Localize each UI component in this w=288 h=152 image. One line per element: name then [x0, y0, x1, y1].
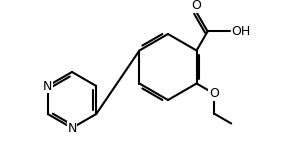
Text: N: N — [43, 79, 52, 93]
Text: N: N — [67, 121, 77, 135]
Text: O: O — [209, 87, 219, 100]
Text: OH: OH — [232, 25, 251, 38]
Text: O: O — [192, 0, 202, 12]
